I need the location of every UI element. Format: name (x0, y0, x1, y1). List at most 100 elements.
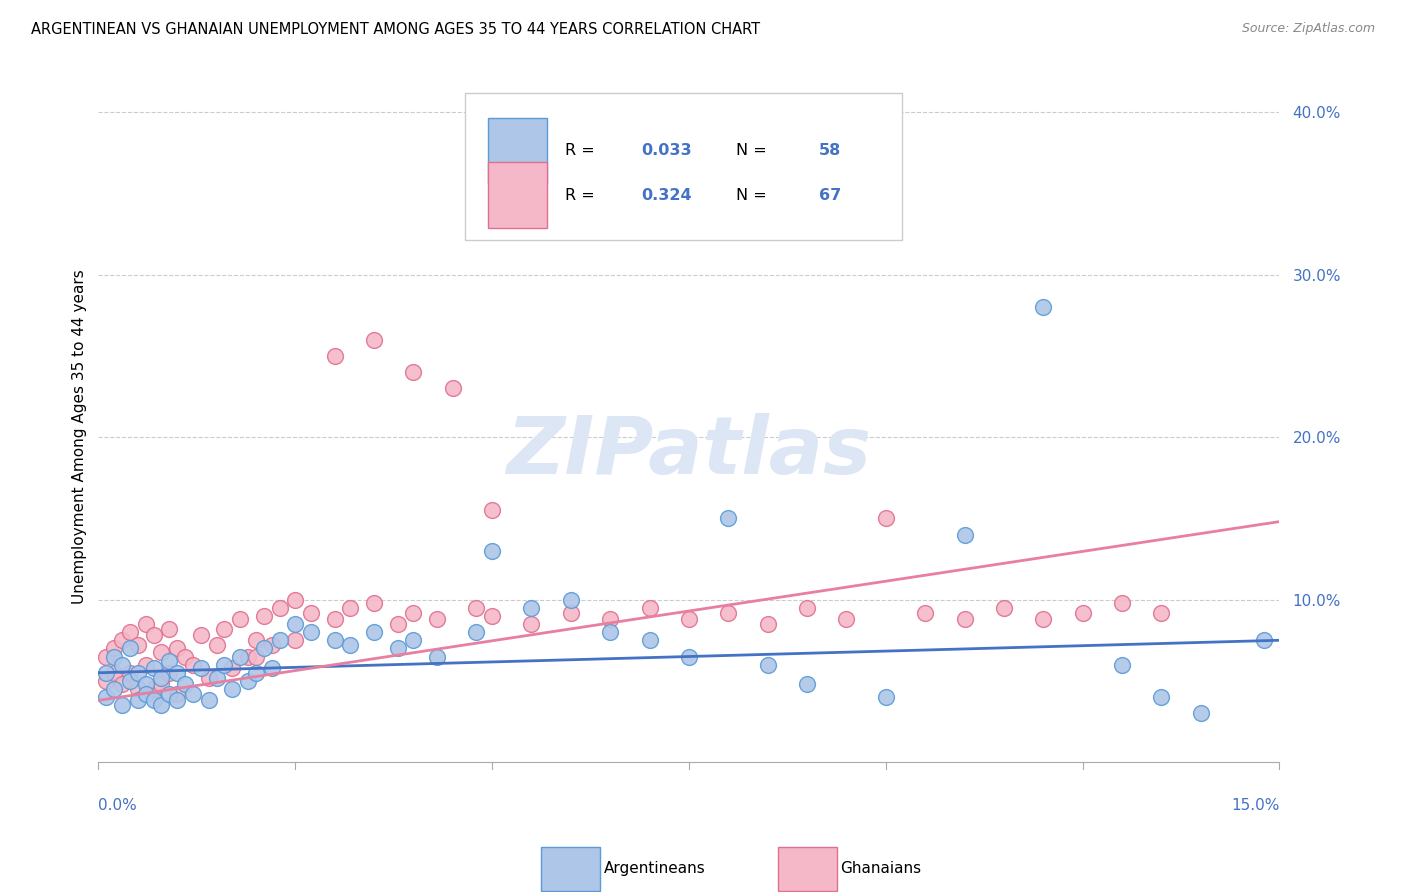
Point (127, 681, 149, 696)
Point (166, 693, 188, 707)
Point (520, 617, 543, 632)
Point (157, 687, 180, 701)
Point (221, 681, 243, 696)
Y-axis label: Unemployment Among Ages 35 to 44 years: Unemployment Among Ages 35 to 44 years (72, 269, 87, 605)
Point (993, 600, 1015, 615)
Point (481, 608, 503, 623)
Point (465, 625, 488, 640)
Point (875, 690, 897, 705)
Point (426, 649, 449, 664)
Point (111, 677, 134, 691)
Point (229, 649, 252, 664)
Point (166, 665, 188, 680)
Text: ARGENTINEAN VS GHANAIAN UNEMPLOYMENT AMONG AGES 35 TO 44 YEARS CORRELATION CHART: ARGENTINEAN VS GHANAIAN UNEMPLOYMENT AMO… (31, 22, 761, 37)
Point (111, 657, 134, 672)
FancyBboxPatch shape (464, 94, 901, 240)
Point (142, 681, 165, 696)
Point (111, 698, 134, 713)
Point (441, 381, 464, 395)
Point (96, 649, 118, 664)
Text: 15.0%: 15.0% (1232, 798, 1279, 813)
Point (118, 641, 141, 656)
Point (426, 612, 449, 626)
Point (756, 617, 779, 632)
Point (157, 622, 180, 636)
Point (323, 633, 346, 648)
Point (135, 677, 157, 691)
Point (103, 649, 125, 664)
Point (96, 690, 118, 705)
Text: 0.033: 0.033 (641, 143, 692, 158)
Point (135, 617, 157, 632)
Point (914, 606, 936, 620)
FancyBboxPatch shape (541, 847, 600, 890)
Point (717, 606, 740, 620)
Point (197, 671, 219, 685)
Point (481, 503, 503, 517)
Point (465, 600, 488, 615)
Point (1150, 606, 1173, 620)
Point (96, 665, 118, 680)
Point (284, 633, 307, 648)
Point (269, 600, 291, 615)
Point (1253, 633, 1275, 648)
Point (323, 349, 346, 363)
Point (560, 606, 582, 620)
FancyBboxPatch shape (778, 847, 837, 890)
Point (299, 625, 322, 640)
FancyBboxPatch shape (488, 162, 547, 228)
Point (796, 600, 818, 615)
Point (142, 628, 165, 642)
Point (181, 687, 204, 701)
Point (599, 612, 621, 626)
Point (284, 617, 307, 632)
Point (245, 633, 267, 648)
Point (953, 527, 976, 541)
Point (402, 365, 425, 379)
Text: Source: ZipAtlas.com: Source: ZipAtlas.com (1241, 22, 1375, 36)
Point (142, 693, 165, 707)
Point (245, 649, 267, 664)
Point (150, 671, 173, 685)
Text: 67: 67 (818, 188, 841, 202)
Point (387, 617, 409, 632)
Point (402, 606, 425, 620)
Point (284, 592, 307, 607)
Point (150, 677, 173, 691)
Point (363, 333, 385, 347)
Point (638, 600, 661, 615)
Point (1071, 606, 1094, 620)
Point (260, 661, 283, 675)
Point (236, 649, 259, 664)
Point (1111, 657, 1133, 672)
Point (363, 625, 385, 640)
Point (205, 671, 228, 685)
Point (214, 657, 236, 672)
Text: 58: 58 (818, 143, 841, 158)
Point (796, 677, 818, 691)
Point (103, 681, 125, 696)
Point (363, 596, 385, 610)
Point (174, 677, 197, 691)
Point (205, 638, 228, 652)
Point (174, 649, 197, 664)
Point (127, 693, 149, 707)
Point (678, 649, 700, 664)
Point (269, 633, 291, 648)
Point (1189, 706, 1212, 721)
FancyBboxPatch shape (488, 118, 547, 184)
Point (190, 661, 212, 675)
Point (127, 665, 149, 680)
Point (875, 511, 897, 525)
Point (157, 665, 180, 680)
Point (150, 698, 173, 713)
Point (1111, 596, 1133, 610)
Point (157, 654, 180, 668)
Point (127, 638, 149, 652)
Point (717, 511, 740, 525)
Point (96, 673, 118, 688)
Point (197, 693, 219, 707)
Point (599, 625, 621, 640)
Point (181, 657, 204, 672)
Point (214, 622, 236, 636)
